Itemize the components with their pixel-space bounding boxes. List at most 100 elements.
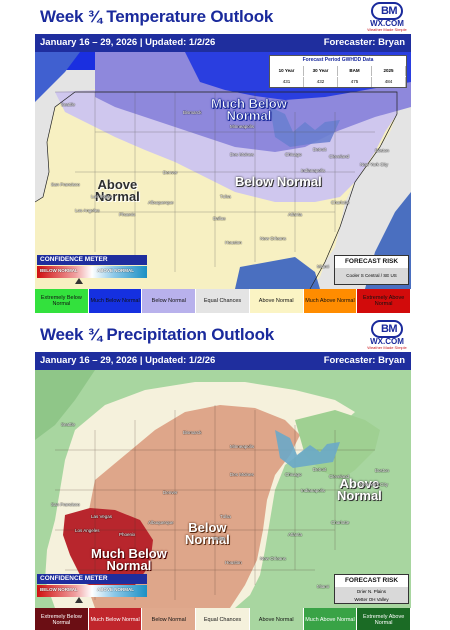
legend-item: Extremely Above Normal (357, 608, 412, 630)
temperature-title: Week ¾ Temperature Outlook (40, 7, 274, 26)
legend-item: Equal Chances (196, 289, 250, 313)
city-label: Des Moines (230, 152, 254, 157)
confidence-pointer-icon (75, 278, 83, 284)
below-normal-label: Below Normal (235, 174, 322, 189)
city-label: Detroit (313, 147, 327, 152)
city-label: Las Vegas (91, 194, 113, 199)
city-label: Atlanta (288, 532, 303, 537)
city-label: New York City (360, 162, 389, 167)
city-label: Denver (163, 170, 178, 175)
confidence-pointer-icon (75, 597, 83, 603)
gwhdd-value: 484 (372, 77, 406, 87)
much-below-normal-region (63, 508, 153, 595)
city-label: Miami (317, 264, 329, 269)
legend-item: Below Normal (142, 289, 197, 313)
precipitation-title-row: Week ¾ Precipitation Outlook BM WX.COM W… (35, 318, 411, 352)
city-label: Charlotte (331, 520, 350, 525)
forecaster: Forecaster: Bryan (323, 37, 405, 48)
below-normal-label: Below Normal (185, 520, 230, 548)
city-label: Dallas (213, 216, 226, 221)
state-borders (55, 405, 375, 600)
legend-item: Much Below Normal (88, 289, 143, 313)
legend-item: Much Below Normal (88, 608, 143, 630)
city-label: Seattle (61, 422, 76, 427)
confidence-right-label: ABOVE NORMAL (97, 268, 134, 273)
forecast-risk-box: FORECAST RISK Cooler S Central / SE US (334, 255, 409, 285)
great-lakes (275, 430, 340, 468)
gwhdd-value: 431 (270, 77, 304, 87)
gwhdd-header: 10 Year (270, 66, 304, 76)
logo-tagline: Weather Made Simple (367, 345, 407, 350)
city-label: Albuquerque (148, 200, 174, 205)
gwhdd-value-row: 431 432 475 484 (270, 77, 406, 87)
city-label: Miami (317, 584, 329, 589)
city-label: San Francisco (51, 182, 80, 187)
gwhdd-header-row: 10 Year 30 Year BAM 2025 (270, 66, 406, 76)
confidence-title: CONFIDENCE METER (37, 574, 147, 584)
city-label: Des Moines (230, 472, 254, 477)
pacific-ocean (35, 52, 80, 102)
precipitation-legend: Extremely Below Normal Much Below Normal… (35, 608, 412, 630)
city-label: Boston (375, 148, 390, 153)
confidence-right-label: ABOVE NORMAL (97, 587, 134, 592)
logo-bm-text: BM (380, 323, 398, 335)
precipitation-outlook-panel: Week ¾ Precipitation Outlook BM WX.COM W… (35, 318, 412, 630)
precipitation-map: Above Normal Below Normal Much Below Nor… (35, 370, 411, 608)
legend-item: Below Normal (142, 608, 197, 630)
city-label: New Orleans (260, 556, 287, 561)
legend-item: Extremely Above Normal (357, 289, 412, 313)
bamwx-logo: BM WX.COM Weather Made Simple (365, 2, 409, 32)
city-label: Cleveland (329, 154, 350, 159)
city-label: Las Vegas (91, 514, 113, 519)
forecast-risk-text: Drier N. Plains Wetter OH Valley (335, 587, 408, 603)
city-label: Detroit (313, 467, 327, 472)
city-label: Indianapolis (301, 488, 326, 493)
gwhdd-header: BAM (338, 66, 372, 76)
confidence-meter: CONFIDENCE METER BELOW NORMAL ABOVE NORM… (37, 574, 147, 604)
date-range: January 16 – 29, 2026 (40, 37, 138, 48)
city-label: Phoenix (119, 212, 136, 217)
date-range: January 16 – 29, 2026 (40, 355, 138, 366)
legend-item: Much Above Normal (303, 289, 358, 313)
city-label: Los Angeles (75, 528, 100, 533)
city-label: Bismarck (183, 110, 202, 115)
city-label: Tulsa (220, 194, 231, 199)
city-label: Minneapolis (230, 444, 255, 449)
city-label: Phoenix (119, 532, 136, 537)
logo-wx-text: WX.COM (370, 19, 404, 28)
precipitation-date-bar: January 16 – 29, 2026 | Updated: 1/2/26 … (35, 352, 411, 370)
legend-item: Extremely Below Normal (35, 289, 89, 313)
temperature-title-row: Week ¾ Temperature Outlook BM WX.COM Wea… (35, 0, 411, 34)
gwhdd-header: 2025 (372, 66, 406, 76)
confidence-title: CONFIDENCE METER (37, 255, 147, 265)
above-normal-label: Above Normal (95, 177, 140, 205)
city-label: New York City (360, 482, 389, 487)
temperature-outlook-panel: Week ¾ Temperature Outlook BM WX.COM Wea… (35, 0, 412, 313)
city-label: Bismarck (183, 430, 202, 435)
city-label: Chicago (285, 472, 302, 477)
logo-badge: BM (371, 2, 403, 20)
legend-item: Extremely Below Normal (35, 608, 89, 630)
legend-item: Equal Chances (196, 608, 250, 630)
forecast-risk-title: FORECAST RISK (344, 577, 399, 584)
pacific-coast-area (35, 370, 95, 440)
city-label: Dallas (213, 536, 226, 541)
bamwx-logo: BM WX.COM Weather Made Simple (365, 320, 409, 350)
great-lakes (270, 107, 340, 147)
us-outline (35, 91, 398, 289)
confidence-left-label: BELOW NORMAL (40, 587, 78, 592)
forecast-risk-title: FORECAST RISK (344, 258, 399, 265)
city-label: Charlotte (331, 200, 350, 205)
temperature-map: Forecast Period GWHDD Data 10 Year 30 Ye… (35, 52, 411, 289)
city-label: Minneapolis (230, 124, 255, 129)
gwhdd-header: 30 Year (304, 66, 338, 76)
precipitation-title: Week ¾ Precipitation Outlook (40, 325, 275, 344)
city-label: Houston (225, 240, 242, 245)
updated-date: Updated: 1/2/26 (145, 355, 216, 366)
confidence-meter: CONFIDENCE METER BELOW NORMAL ABOVE NORM… (37, 255, 147, 285)
forecast-risk-box: FORECAST RISK Drier N. Plains Wetter OH … (334, 574, 409, 604)
temperature-legend: Extremely Below Normal Much Below Normal… (35, 289, 412, 313)
gulf-of-mexico (235, 257, 320, 289)
logo-tagline: Weather Made Simple (367, 27, 407, 32)
legend-item: Much Above Normal (303, 608, 358, 630)
